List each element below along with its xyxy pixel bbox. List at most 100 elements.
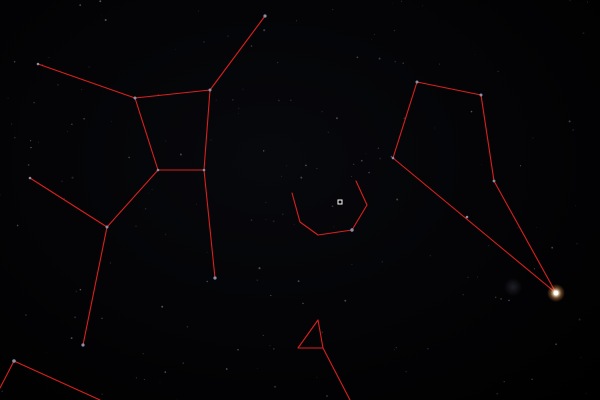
nebula-haze [504, 278, 522, 296]
background-star [227, 35, 229, 37]
background-star [575, 205, 577, 207]
background-star [238, 107, 240, 110]
star[interactable] [28, 176, 32, 180]
constellation-bottom-triangle [297, 319, 324, 349]
background-star [165, 140, 167, 142]
background-star [210, 139, 212, 141]
background-star [395, 347, 397, 349]
background-star [79, 4, 82, 6]
star[interactable] [12, 359, 16, 363]
background-star [494, 296, 497, 299]
background-star [135, 377, 137, 379]
background-star [321, 111, 323, 113]
background-star [57, 83, 59, 86]
background-star [144, 208, 147, 210]
background-star [128, 156, 130, 159]
star[interactable] [213, 276, 217, 280]
star[interactable] [263, 14, 267, 18]
background-star [532, 137, 534, 139]
star[interactable] [465, 215, 469, 219]
background-star [473, 54, 475, 56]
background-star [568, 120, 571, 123]
background-star [225, 368, 228, 370]
background-star [80, 88, 83, 91]
background-star [148, 192, 150, 194]
background-star [371, 39, 373, 41]
background-star [378, 57, 381, 60]
star[interactable] [81, 343, 85, 347]
star[interactable] [350, 228, 354, 232]
background-star [427, 348, 429, 350]
background-star [237, 348, 239, 351]
background-star [569, 0, 571, 2]
background-star [179, 153, 182, 156]
background-star [373, 33, 376, 36]
background-star [274, 385, 277, 388]
background-star [327, 131, 329, 133]
background-star [586, 1, 588, 3]
background-star [30, 140, 32, 142]
background-star [281, 213, 284, 216]
constellation-bottom-tail [322, 347, 351, 400]
background-star [360, 159, 363, 162]
star[interactable] [202, 168, 206, 172]
star[interactable] [133, 96, 137, 100]
background-star [353, 163, 355, 165]
background-star [503, 380, 505, 383]
background-star [215, 99, 217, 101]
background-star [101, 317, 103, 320]
background-star [16, 224, 19, 227]
background-star [496, 392, 499, 395]
background-star [439, 63, 441, 65]
background-star [585, 392, 587, 395]
background-star [516, 227, 518, 229]
square-crosshair-icon[interactable] [337, 199, 343, 205]
star[interactable] [492, 179, 496, 183]
star[interactable] [36, 62, 40, 66]
star[interactable] [105, 225, 109, 229]
star[interactable] [415, 80, 419, 84]
constellation-left-lower [29, 169, 159, 228]
star[interactable] [479, 93, 483, 97]
background-star [365, 153, 367, 155]
background-star [533, 268, 536, 270]
background-star [186, 326, 189, 328]
background-star [88, 66, 90, 68]
constellation-left-upper [37, 15, 266, 99]
background-star [67, 130, 69, 132]
background-star [263, 29, 266, 32]
background-star [351, 263, 353, 266]
background-star [24, 313, 27, 317]
star[interactable] [208, 88, 212, 92]
background-star [316, 168, 318, 170]
background-star [572, 129, 574, 131]
background-star [576, 243, 578, 245]
constellation-lines [0, 15, 557, 400]
star[interactable] [156, 168, 160, 172]
background-star [381, 261, 383, 263]
bright-star[interactable] [547, 284, 565, 302]
bright-star-core [553, 290, 559, 296]
background-star [165, 233, 167, 235]
star[interactable] [391, 156, 395, 160]
background-star [250, 219, 253, 221]
background-star [262, 150, 265, 152]
background-star [164, 371, 167, 373]
background-star [392, 2, 394, 4]
background-star [286, 165, 288, 167]
background-star [356, 56, 359, 59]
background-star [335, 117, 338, 120]
background-star [270, 294, 272, 297]
background-star [100, 14, 102, 16]
background-star [278, 99, 280, 102]
background-star [401, 0, 402, 2]
background-star [332, 9, 334, 11]
background-star [48, 57, 50, 58]
background-star [462, 293, 465, 296]
background-star [135, 225, 137, 227]
background-star [74, 316, 77, 319]
background-star [33, 102, 35, 104]
background-star [429, 255, 431, 257]
background-star [487, 244, 490, 247]
